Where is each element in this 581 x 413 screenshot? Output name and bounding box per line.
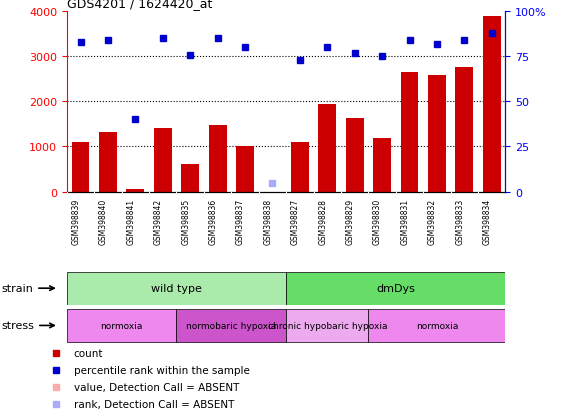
Text: count: count bbox=[74, 349, 103, 358]
Text: chronic hypobaric hypoxia: chronic hypobaric hypoxia bbox=[267, 321, 387, 330]
Bar bbox=[236, 147, 254, 192]
Bar bbox=[67, 309, 177, 342]
Text: dmDys: dmDys bbox=[376, 283, 415, 294]
Bar bbox=[181, 165, 199, 192]
Text: rank, Detection Call = ABSENT: rank, Detection Call = ABSENT bbox=[74, 399, 234, 409]
Bar bbox=[154, 129, 171, 192]
Text: GSM398829: GSM398829 bbox=[346, 198, 354, 244]
Bar bbox=[456, 68, 474, 192]
Text: GSM398839: GSM398839 bbox=[71, 198, 81, 244]
Bar bbox=[483, 17, 501, 192]
Text: GSM398838: GSM398838 bbox=[263, 198, 272, 244]
Bar bbox=[67, 272, 286, 305]
Text: GSM398836: GSM398836 bbox=[209, 198, 218, 244]
Bar bbox=[291, 142, 309, 192]
Text: wild type: wild type bbox=[151, 283, 202, 294]
Text: GSM398827: GSM398827 bbox=[291, 198, 300, 244]
Text: stress: stress bbox=[1, 320, 54, 331]
Bar bbox=[71, 142, 89, 192]
Text: GSM398833: GSM398833 bbox=[456, 198, 464, 244]
Bar bbox=[401, 73, 418, 192]
Text: GSM398830: GSM398830 bbox=[373, 198, 382, 244]
Bar bbox=[318, 104, 336, 192]
Bar bbox=[177, 309, 286, 342]
Bar bbox=[368, 309, 505, 342]
Text: GSM398837: GSM398837 bbox=[236, 198, 245, 244]
Bar bbox=[373, 139, 391, 192]
Text: normoxia: normoxia bbox=[416, 321, 458, 330]
Bar bbox=[99, 132, 117, 192]
Bar bbox=[127, 189, 144, 192]
Bar bbox=[346, 119, 364, 192]
Text: normobaric hypoxia: normobaric hypoxia bbox=[186, 321, 277, 330]
Text: strain: strain bbox=[1, 283, 54, 294]
Bar bbox=[286, 309, 368, 342]
Text: GSM398840: GSM398840 bbox=[99, 198, 108, 244]
Text: percentile rank within the sample: percentile rank within the sample bbox=[74, 366, 249, 375]
Text: GSM398835: GSM398835 bbox=[181, 198, 190, 244]
Text: GDS4201 / 1624420_at: GDS4201 / 1624420_at bbox=[67, 0, 212, 10]
Text: GSM398828: GSM398828 bbox=[318, 198, 327, 244]
Text: GSM398834: GSM398834 bbox=[483, 198, 492, 244]
Bar bbox=[428, 76, 446, 192]
Text: GSM398841: GSM398841 bbox=[126, 198, 135, 244]
Bar bbox=[286, 272, 505, 305]
Text: value, Detection Call = ABSENT: value, Detection Call = ABSENT bbox=[74, 382, 239, 392]
Text: GSM398832: GSM398832 bbox=[428, 198, 437, 244]
Text: GSM398831: GSM398831 bbox=[400, 198, 410, 244]
Text: GSM398842: GSM398842 bbox=[154, 198, 163, 244]
Bar bbox=[209, 126, 227, 192]
Text: normoxia: normoxia bbox=[101, 321, 143, 330]
